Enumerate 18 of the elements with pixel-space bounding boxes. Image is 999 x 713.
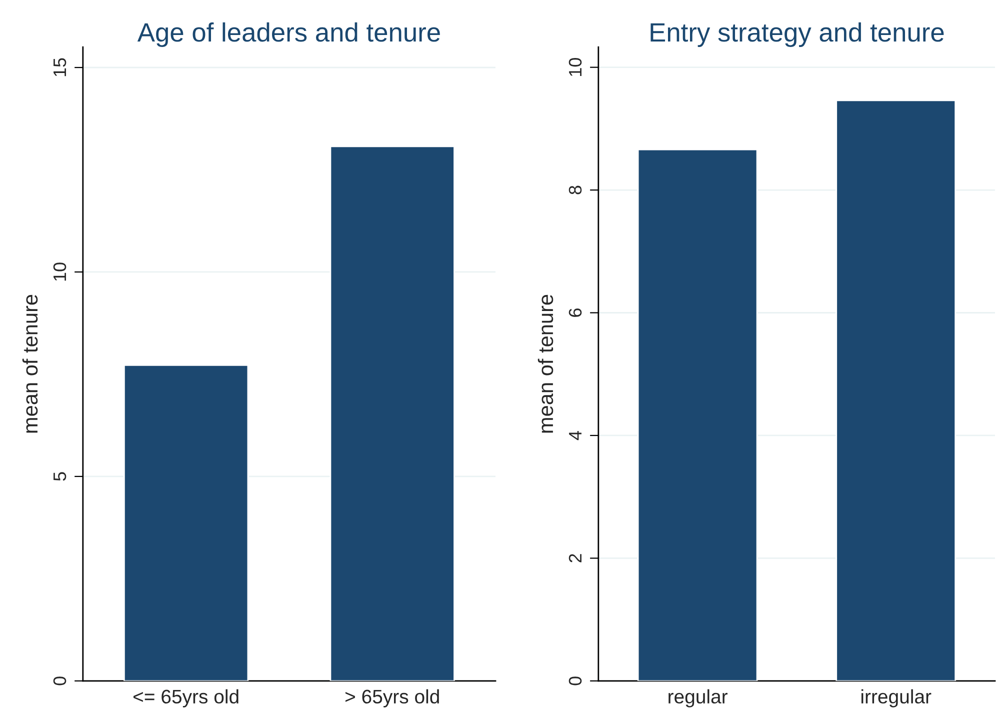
y-tick-label: 10: [568, 58, 582, 76]
y-tick-label: 0: [568, 676, 582, 686]
x-tick-label: <= 65yrs old: [134, 689, 238, 708]
y-tick-label: 2: [568, 554, 582, 562]
x-tick-label: irregular: [861, 689, 932, 708]
chart-title: Age of leaders and tenure: [137, 22, 440, 47]
y-tick-label: 10: [53, 262, 66, 281]
y-tick-label: 8: [568, 186, 582, 194]
x-tick-label: > 65yrs old: [345, 689, 439, 708]
y-tick-label: 15: [54, 58, 66, 76]
y-tick-label: 5: [54, 472, 66, 481]
y-axis-title: mean of tenure: [22, 294, 38, 433]
chart-title: Entry strategy and tenure: [650, 22, 944, 47]
y-tick-label: 0: [53, 676, 66, 686]
y-tick-label: 4: [569, 430, 582, 440]
y-axis-title: mean of tenure: [538, 294, 554, 433]
y-tick-label: 6: [568, 308, 582, 317]
x-tick-label: regular: [668, 689, 728, 708]
